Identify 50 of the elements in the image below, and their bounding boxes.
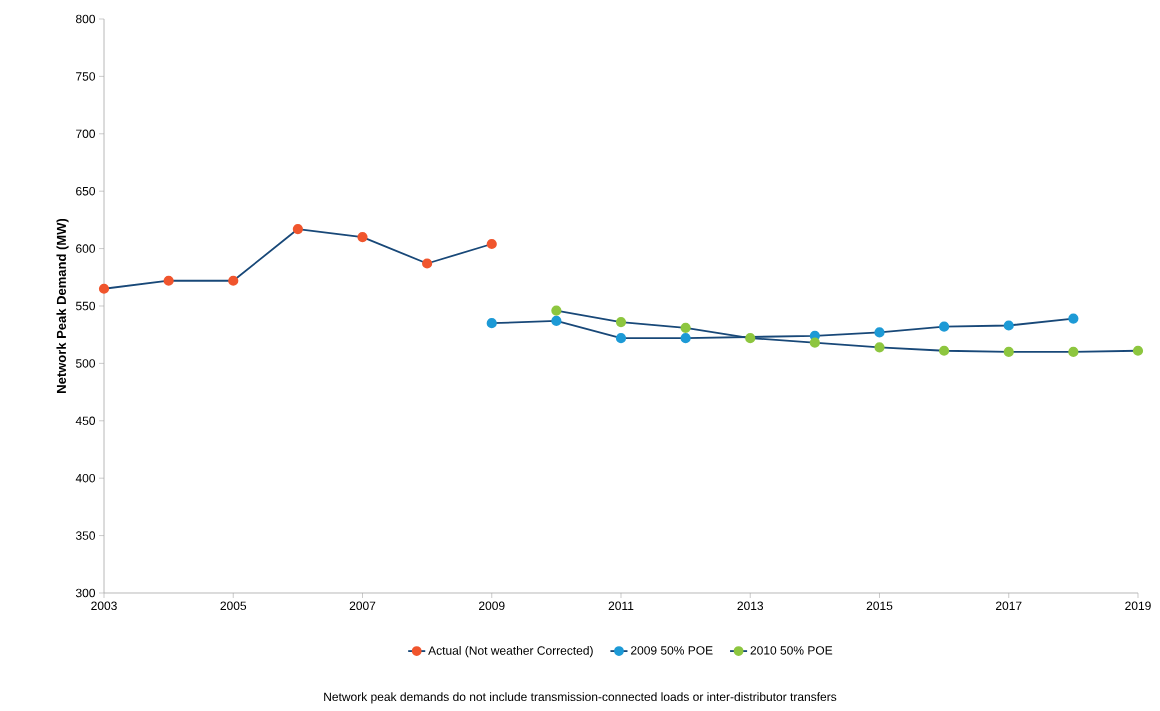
point — [680, 333, 691, 344]
point — [874, 327, 885, 338]
point — [680, 322, 691, 333]
legend-label: Actual (Not weather Corrected) — [428, 645, 593, 658]
y-tick-label: 650 — [76, 186, 96, 196]
y-axis-title: Network Peak Demand (MW) — [56, 218, 69, 393]
text: Network peak demands do not include transmission-connected loads or inter-distributor transfers — [324, 692, 837, 704]
point — [1003, 346, 1014, 358]
point — [98, 283, 110, 294]
x-tick-label: 2007 — [349, 601, 376, 611]
y-tick-label: 750 — [76, 72, 96, 81]
y-tick-label: 600 — [76, 244, 96, 253]
point — [292, 223, 303, 235]
x-tick-label: 2019 — [1125, 601, 1151, 611]
point — [357, 232, 368, 243]
point — [163, 275, 174, 286]
point — [615, 316, 627, 328]
y-tick-label: 700 — [76, 129, 96, 139]
point — [1003, 320, 1014, 331]
y-tick-label: 800 — [76, 14, 96, 24]
y-tick-label: 450 — [75, 416, 96, 426]
y-tick-label: 350 — [75, 531, 96, 540]
point — [486, 318, 497, 329]
point — [1068, 346, 1079, 358]
x-tick-label: 2013 — [737, 601, 764, 611]
point — [228, 275, 239, 286]
x-tick-label: 2009 — [479, 601, 505, 611]
point — [1132, 345, 1144, 356]
point — [809, 337, 820, 348]
x-tick-label: 2003 — [91, 601, 117, 611]
point — [874, 342, 885, 353]
point — [551, 315, 562, 327]
point — [939, 321, 950, 332]
y-tick-label: 400 — [75, 473, 96, 483]
y-tick-label: 500 — [75, 359, 96, 368]
y-tick-label: 300 — [75, 588, 96, 598]
x-tick-label: 2005 — [220, 601, 247, 611]
point — [422, 258, 433, 269]
point — [551, 305, 562, 316]
point — [939, 345, 950, 356]
y-tick-label: 550 — [75, 301, 96, 311]
x-tick-label: 2015 — [866, 601, 893, 611]
point — [615, 333, 627, 344]
legend-label: 2010 50% POE — [750, 646, 833, 655]
point — [745, 333, 756, 344]
point — [1068, 313, 1079, 324]
legend-label: 2009 50% POE — [631, 646, 713, 655]
x-tick-label: 2011 — [608, 601, 634, 611]
x-tick-label: 2017 — [995, 601, 1022, 611]
point — [486, 238, 497, 250]
